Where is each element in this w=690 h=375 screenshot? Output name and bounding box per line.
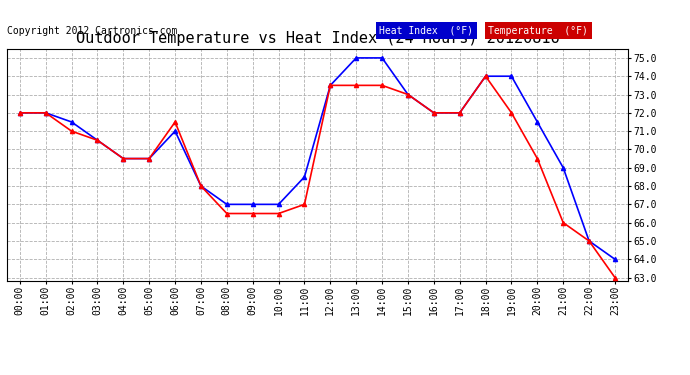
Text: Heat Index  (°F): Heat Index (°F): [380, 26, 473, 36]
Text: Copyright 2012 Cartronics.com: Copyright 2012 Cartronics.com: [7, 26, 177, 36]
Title: Outdoor Temperature vs Heat Index (24 Hours) 20120816: Outdoor Temperature vs Heat Index (24 Ho…: [76, 31, 559, 46]
Text: Temperature  (°F): Temperature (°F): [489, 26, 588, 36]
